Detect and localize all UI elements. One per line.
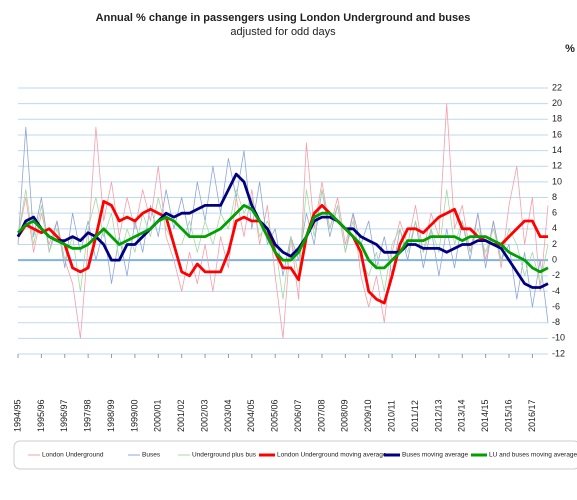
- x-tick-label: 2012/13: [433, 399, 443, 432]
- x-tick-label: 2004/05: [246, 399, 256, 432]
- series-line: [17, 189, 549, 300]
- x-tick-label: 2000/01: [153, 399, 163, 432]
- x-tick-label: 2006/07: [293, 399, 303, 432]
- legend-label: Underground plus bus: [192, 452, 257, 459]
- x-tick-label: 2003/04: [223, 399, 233, 432]
- series-line: [17, 103, 549, 339]
- series-line: [16, 172, 549, 289]
- y-tick-label: 14: [552, 145, 562, 155]
- x-tick-label: 1996/97: [59, 399, 69, 432]
- y-tick-label: -4: [552, 286, 560, 296]
- y-tick-label: 6: [552, 208, 557, 218]
- legend-label: London Underground: [42, 452, 104, 459]
- x-tick-label: 2007/08: [316, 399, 326, 432]
- x-tick-label: 2014/15: [480, 399, 490, 432]
- y-tick-label: 18: [552, 114, 562, 124]
- legend-label: LU and buses moving average: [489, 452, 577, 459]
- y-tick-label: -2: [552, 270, 560, 280]
- y-tick-label: -10: [552, 333, 565, 343]
- y-tick-label: -8: [552, 317, 560, 327]
- legend-box: [13, 440, 577, 470]
- x-tick-label: 1999/00: [129, 399, 139, 432]
- y-unit: %: [565, 43, 575, 55]
- y-tick-label: 12: [552, 161, 562, 171]
- x-tick-label: 2002/03: [199, 399, 209, 432]
- x-tick-label: 1998/99: [106, 399, 116, 432]
- x-tick-label: 2001/02: [176, 399, 186, 432]
- y-tick-label: 10: [552, 176, 562, 186]
- chart-title: Annual % change in passengers using Lond…: [96, 12, 471, 24]
- legend-label: London Underground moving average: [277, 452, 387, 459]
- x-tick-label: 1997/98: [83, 399, 93, 432]
- x-tick-label: 2013/14: [457, 399, 467, 432]
- y-tick-label: 22: [552, 82, 562, 92]
- x-tick-label: 2015/16: [503, 399, 513, 432]
- x-tick-label: 2010/11: [386, 400, 396, 432]
- y-tick-label: 2: [552, 239, 557, 249]
- y-tick-label: 16: [552, 129, 562, 139]
- series-line: [16, 200, 548, 305]
- x-tick-label: 2011/12: [410, 400, 420, 432]
- legend-label: Buses: [142, 452, 161, 459]
- y-tick-label: 20: [552, 98, 562, 108]
- x-tick-label: 2008/09: [340, 399, 350, 432]
- y-tick-label: -12: [552, 348, 565, 358]
- x-tick-label: 1994/95: [12, 399, 22, 432]
- x-tick-label: 1995/96: [36, 399, 46, 432]
- y-tick-label: 0: [552, 254, 557, 264]
- y-tick-label: 8: [552, 192, 557, 202]
- series-line: [17, 204, 549, 274]
- y-tick-label: -6: [552, 301, 560, 311]
- chart-subtitle: adjusted for odd days: [230, 26, 336, 38]
- legend-label: Buses moving average: [402, 452, 469, 459]
- x-tick-label: 2009/10: [363, 399, 373, 432]
- x-tick-label: 2005/06: [270, 399, 280, 432]
- y-tick-label: 4: [552, 223, 557, 233]
- x-tick-label: 2016/17: [527, 399, 537, 432]
